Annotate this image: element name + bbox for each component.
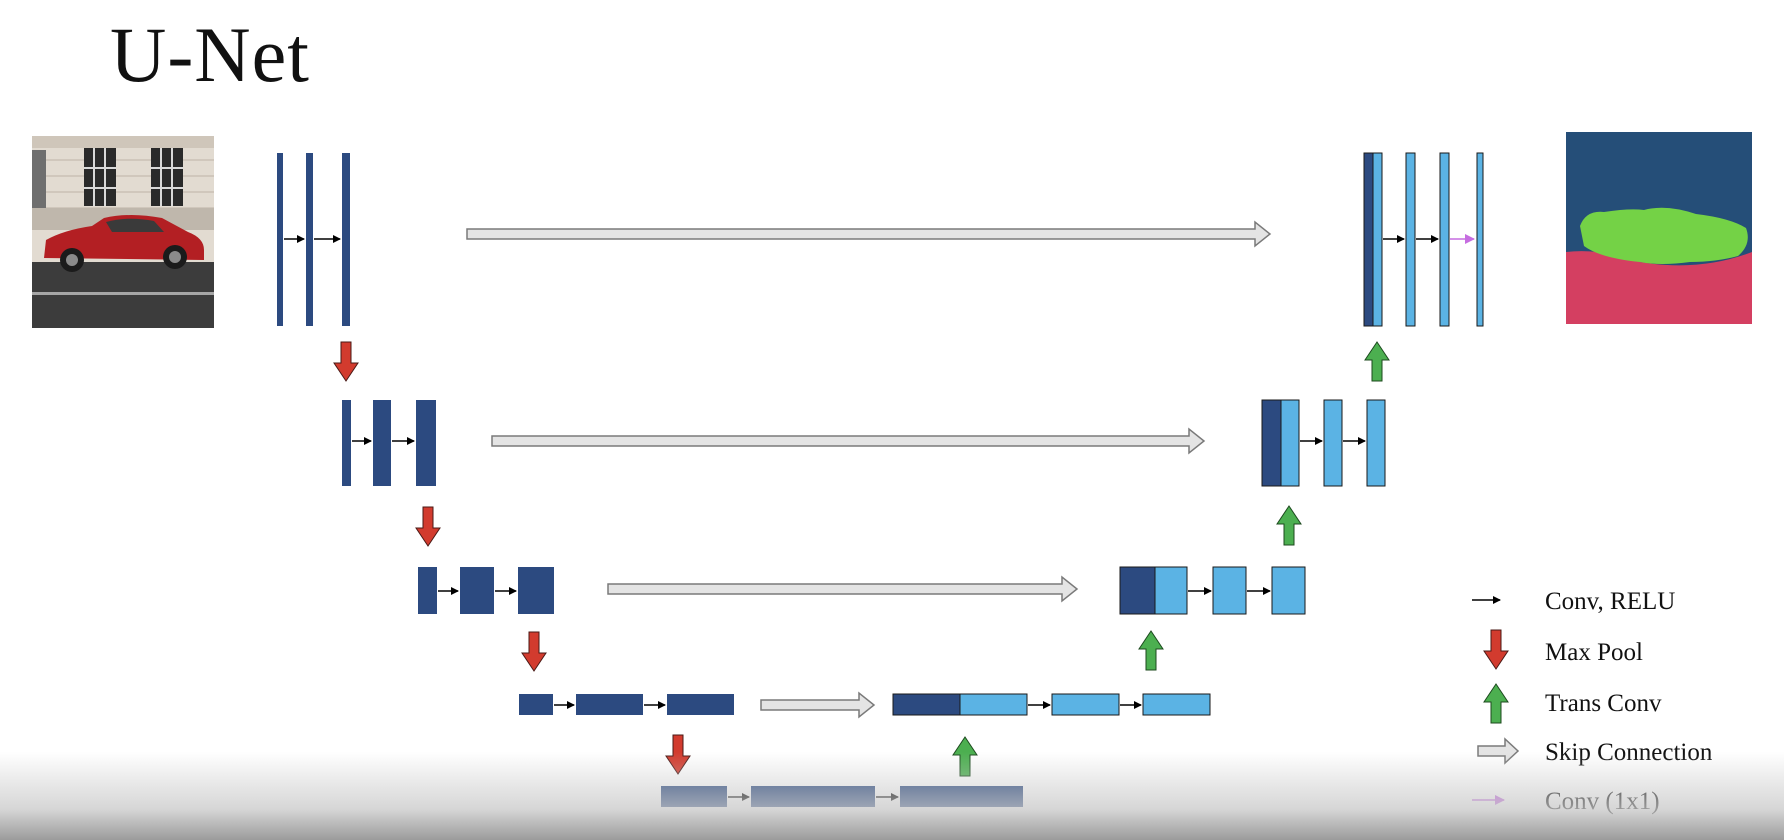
legend-item: Max Pool: [1483, 629, 1643, 670]
trans-conv-arrow: [1364, 341, 1390, 382]
input-car-photo: [32, 136, 214, 328]
feature-map: [959, 693, 1028, 716]
page-title: U-Net: [110, 11, 310, 98]
skip-connection-arrow: [760, 691, 876, 719]
skip-connection-arrow-icon: [1477, 737, 1520, 765]
legend-item: Conv, RELU: [1472, 588, 1675, 615]
feature-map: [373, 400, 391, 486]
feature-map: [667, 694, 734, 715]
trans-conv-arrow: [1276, 505, 1302, 546]
legend-label: Conv, RELU: [1545, 588, 1675, 615]
encoder-level-2: [342, 400, 436, 486]
feature-map: [1366, 399, 1386, 487]
legend-label: Trans Conv: [1545, 690, 1662, 717]
feature-map: [1154, 566, 1188, 615]
encoder-level-4: [519, 694, 734, 715]
max-pool-arrow: [521, 631, 547, 672]
feature-map: [1476, 152, 1484, 327]
bottleneck: [661, 786, 1023, 807]
legend-item: Trans Conv: [1483, 683, 1662, 724]
max-pool-arrow-icon: [1483, 629, 1509, 670]
feature-map: [460, 567, 494, 614]
feature-map: [306, 153, 313, 326]
trans-conv-arrow: [952, 736, 978, 777]
legend: Conv, RELU Max Pool Trans Conv Skip Conn…: [1472, 588, 1713, 815]
feature-map: [418, 567, 437, 614]
feature-map: [342, 153, 350, 326]
feature-map: [416, 400, 436, 486]
feature-map: [1051, 693, 1120, 716]
decoder-level-4: [892, 693, 1211, 716]
feature-map: [519, 694, 553, 715]
feature-map: [518, 567, 554, 614]
output-segmentation-mask: [1566, 132, 1752, 324]
encoder-level-3: [418, 567, 554, 614]
feature-map: [1405, 152, 1416, 327]
decoder-level-2: [1261, 399, 1386, 487]
feature-map: [1119, 566, 1156, 615]
legend-label: Max Pool: [1545, 639, 1643, 666]
feature-map: [1212, 566, 1247, 615]
feature-map: [661, 786, 727, 807]
trans-conv-arrow-icon: [1483, 683, 1509, 724]
skip-connection-arrow: [466, 220, 1272, 248]
feature-map: [1261, 399, 1282, 487]
feature-map: [576, 694, 643, 715]
trans-conv-arrow: [1138, 630, 1164, 671]
feature-map: [1363, 152, 1374, 327]
feature-map: [1271, 566, 1306, 615]
legend-label: Conv (1x1): [1545, 788, 1660, 815]
feature-map: [1439, 152, 1450, 327]
max-pool-arrow: [665, 734, 691, 775]
decoder-level-1: [1363, 152, 1484, 327]
encoder-level-1: [277, 153, 350, 326]
feature-map: [900, 786, 1023, 807]
decoder-level-3: [1119, 566, 1306, 615]
feature-map: [751, 786, 875, 807]
feature-map: [1142, 693, 1211, 716]
feature-map: [342, 400, 351, 486]
skip-connection-arrow: [491, 427, 1206, 455]
skip-connection-arrow: [607, 575, 1079, 603]
trans-conv-arrows: [952, 341, 1390, 777]
feature-map: [1280, 399, 1300, 487]
feature-map: [1372, 152, 1383, 327]
feature-map: [277, 153, 283, 326]
legend-label: Skip Connection: [1545, 739, 1713, 766]
max-pool-arrow: [415, 506, 441, 547]
max-pool-arrow: [333, 341, 359, 382]
skip-connections: [466, 220, 1272, 719]
feature-map: [1323, 399, 1343, 487]
legend-item: Conv (1x1): [1472, 788, 1660, 815]
legend-item: Skip Connection: [1477, 737, 1713, 766]
feature-map: [892, 693, 961, 716]
